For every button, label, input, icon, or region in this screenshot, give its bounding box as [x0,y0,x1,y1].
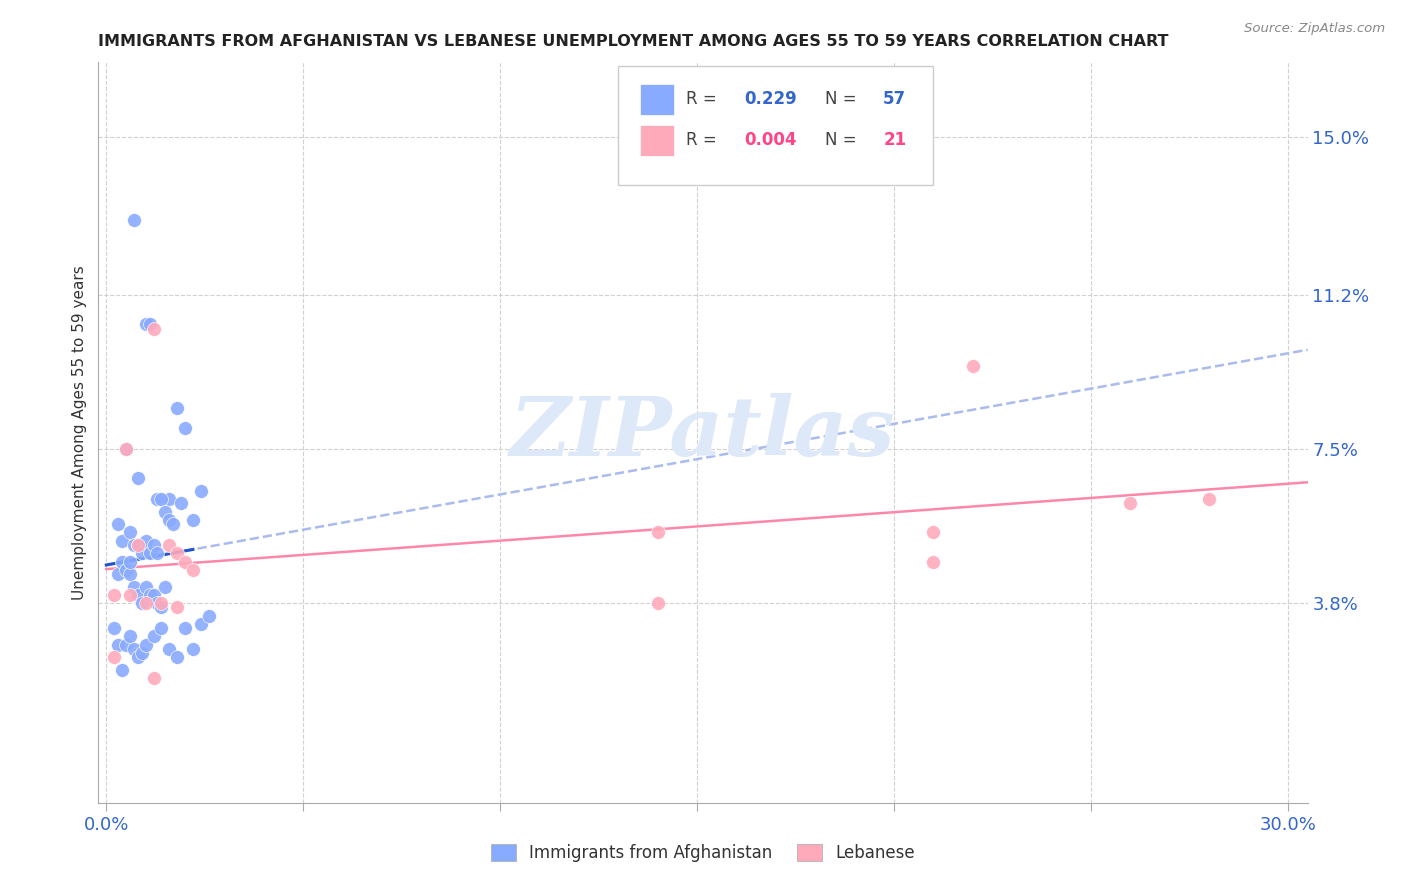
Text: R =: R = [686,131,723,149]
Point [115,638,138,652]
FancyBboxPatch shape [640,84,673,115]
Point [127,588,149,602]
Point [138,588,160,602]
Point [122,641,145,656]
Point [142,671,165,685]
Point [157,513,180,527]
Point [174,421,197,435]
Point [922,555,945,569]
Point [146,492,169,507]
Point [118,555,141,569]
FancyBboxPatch shape [619,66,932,185]
Point [118,629,141,643]
Point [111,533,134,548]
Point [170,496,193,510]
Point [647,525,669,540]
Point [127,471,149,485]
Point [647,596,669,610]
Point [157,641,180,656]
Point [122,213,145,227]
Point [1119,496,1142,510]
Point [922,525,945,540]
Point [115,442,138,457]
Point [142,538,165,552]
Point [135,318,157,332]
Point [157,538,180,552]
Point [131,646,153,660]
Point [162,517,184,532]
Point [138,318,160,332]
Point [111,663,134,677]
Point [127,538,149,552]
Point [150,600,173,615]
Point [118,525,141,540]
FancyBboxPatch shape [640,125,673,156]
Point [150,492,173,507]
Text: N =: N = [825,90,862,109]
Text: 0.229: 0.229 [744,90,797,109]
Point [131,596,153,610]
Point [115,442,138,457]
Point [122,580,145,594]
Point [103,650,125,665]
Point [155,580,177,594]
Text: N =: N = [825,131,862,149]
Point [138,546,160,560]
Point [103,621,125,635]
Point [142,629,165,643]
Point [150,621,173,635]
Point [962,359,984,373]
Point [127,650,149,665]
Legend: Immigrants from Afghanistan, Lebanese: Immigrants from Afghanistan, Lebanese [484,837,922,869]
Point [174,555,197,569]
Point [135,580,157,594]
Point [166,546,188,560]
Point [166,650,188,665]
Point [166,401,188,415]
Point [155,505,177,519]
Text: 0.004: 0.004 [744,131,797,149]
Point [118,588,141,602]
Point [115,563,138,577]
Point [135,533,157,548]
Point [122,538,145,552]
Point [111,555,134,569]
Point [127,538,149,552]
Text: 21: 21 [883,131,907,149]
Point [174,621,197,635]
Point [135,596,157,610]
Point [142,321,165,335]
Text: R =: R = [686,90,723,109]
Y-axis label: Unemployment Among Ages 55 to 59 years: Unemployment Among Ages 55 to 59 years [72,265,87,600]
Point [135,638,157,652]
Point [197,608,219,623]
Point [157,492,180,507]
Point [190,616,212,631]
Text: Source: ZipAtlas.com: Source: ZipAtlas.com [1244,22,1385,36]
Point [103,588,125,602]
Point [150,596,173,610]
Text: IMMIGRANTS FROM AFGHANISTAN VS LEBANESE UNEMPLOYMENT AMONG AGES 55 TO 59 YEARS C: IMMIGRANTS FROM AFGHANISTAN VS LEBANESE … [98,34,1168,49]
Text: 57: 57 [883,90,907,109]
Point [146,546,169,560]
Point [181,563,204,577]
Text: ZIPatlas: ZIPatlas [510,392,896,473]
Point [107,638,129,652]
Point [181,641,204,656]
Point [131,546,153,560]
Point [190,483,212,498]
Point [118,567,141,582]
Point [181,513,204,527]
Point [146,596,169,610]
Point [107,567,129,582]
Point [1198,492,1220,507]
Point [166,600,188,615]
Point [142,588,165,602]
Point [107,517,129,532]
